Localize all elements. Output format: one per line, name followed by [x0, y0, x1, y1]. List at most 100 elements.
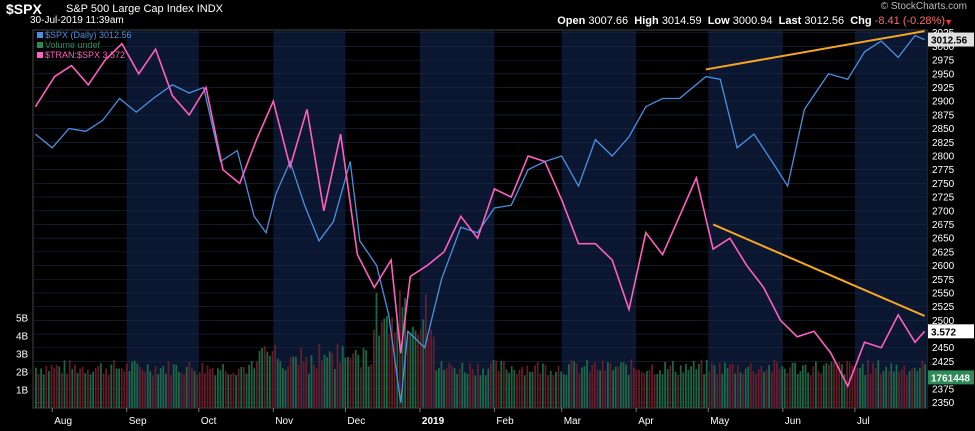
month-band: [561, 31, 637, 408]
volume-bar: [672, 360, 674, 408]
price-tick-label: 2900: [932, 97, 955, 108]
x-tick-label: Aug: [54, 416, 72, 427]
volume-bar: [757, 369, 760, 408]
grid-lines: [33, 32, 927, 403]
volume-bar: [703, 374, 705, 408]
volume-bar: [708, 371, 711, 408]
volume-tick-label: 2B: [16, 368, 29, 379]
volume-bar: [102, 373, 105, 408]
volume-bar: [409, 333, 412, 408]
x-tick-label: 2019: [422, 416, 445, 427]
volume-bar: [427, 337, 430, 408]
volume-bar: [518, 369, 521, 408]
volume-bar: [417, 334, 419, 408]
volume-bar: [464, 372, 466, 408]
volume-bar: [882, 370, 885, 408]
volume-bar: [188, 361, 191, 408]
volume-bar: [903, 365, 906, 408]
volume-bar: [378, 335, 380, 408]
volume-bar: [591, 364, 594, 408]
volume-bar: [570, 360, 573, 408]
volume-bar: [924, 364, 926, 408]
volume-bar: [815, 361, 817, 408]
volume-bar: [877, 360, 880, 408]
volume-bar: [838, 361, 841, 408]
price-tick-label: 2975: [932, 56, 955, 67]
volume-bar: [783, 368, 786, 408]
volume-bar: [154, 366, 157, 408]
volume-bar: [250, 360, 253, 408]
x-tick-label: Mar: [564, 416, 582, 427]
volume-bar: [622, 362, 625, 408]
volume-bar: [331, 352, 334, 408]
volume-bar: [206, 365, 209, 408]
spx-last-badge-bg: [928, 32, 974, 47]
volume-bar: [919, 367, 921, 408]
volume-bar: [323, 354, 326, 408]
volume-bar: [521, 367, 523, 408]
volume-bar: [705, 359, 708, 408]
volume-bar: [718, 362, 721, 408]
volume-bar: [339, 362, 341, 408]
volume-bar: [794, 362, 796, 408]
volume-bar: [552, 375, 555, 408]
volume-bar: [37, 373, 40, 408]
volume-bar: [812, 366, 815, 408]
volume-bar: [87, 369, 89, 408]
volume-bar: [547, 375, 549, 408]
volume-bar: [773, 359, 776, 408]
volume-bar: [500, 360, 503, 408]
volume-bar: [261, 348, 263, 408]
volume-bar: [321, 360, 323, 408]
legend-swatch: [37, 42, 43, 48]
volume-bar: [162, 366, 165, 408]
x-tick-label: Oct: [201, 416, 217, 427]
volume-bar: [256, 361, 258, 408]
volume-bar: [107, 374, 110, 408]
chg-value: -8.41 (-0.28%): [874, 15, 945, 27]
volume-bar: [271, 351, 274, 408]
volume-bar: [841, 364, 843, 408]
volume-bar: [388, 334, 391, 408]
volume-bar: [817, 370, 820, 408]
volume-bar: [820, 373, 822, 408]
quote-datetime: 30-Jul-2019 11:39am: [30, 15, 124, 26]
volume-bar: [679, 365, 682, 408]
month-band: [708, 31, 783, 408]
tran-spx-ratio-line: [34, 42, 926, 389]
volume-bar: [302, 361, 305, 408]
volume-bar: [594, 362, 596, 408]
volume-bar: [510, 366, 513, 408]
volume-tick-label: 4B: [16, 332, 29, 343]
month-bands: [32, 29, 928, 409]
volume-bar: [677, 374, 679, 408]
volume-bar: [263, 345, 266, 408]
volume-tick-label: 5B: [16, 314, 29, 325]
volume-bar: [573, 361, 575, 408]
volume-bar: [825, 363, 828, 408]
volume-bar: [380, 321, 383, 408]
volume-bar: [687, 369, 690, 408]
volume-bar: [354, 349, 357, 408]
volume-bar: [123, 371, 126, 408]
price-tick-label: 2525: [932, 302, 955, 313]
volume-bar: [469, 363, 471, 408]
ratio-last-badge: 3.572: [931, 327, 956, 338]
ratio-last-badge-bg: [928, 324, 974, 339]
volume-bar: [198, 371, 201, 408]
volume-bar: [765, 369, 768, 408]
month-band: [419, 31, 495, 408]
volume-bar: [614, 366, 617, 408]
volume-bar: [287, 366, 289, 408]
volume-bar: [50, 364, 53, 408]
volume-bar: [895, 364, 898, 408]
volume-bar: [45, 366, 48, 408]
volume-bar: [406, 331, 409, 408]
volume-bar: [734, 373, 737, 408]
volume-bar: [529, 371, 531, 408]
volume-bar: [885, 366, 887, 408]
volume-bar: [656, 374, 659, 408]
volume-bar: [731, 363, 734, 408]
volume-bar: [61, 372, 63, 408]
volume-bar: [365, 350, 367, 408]
